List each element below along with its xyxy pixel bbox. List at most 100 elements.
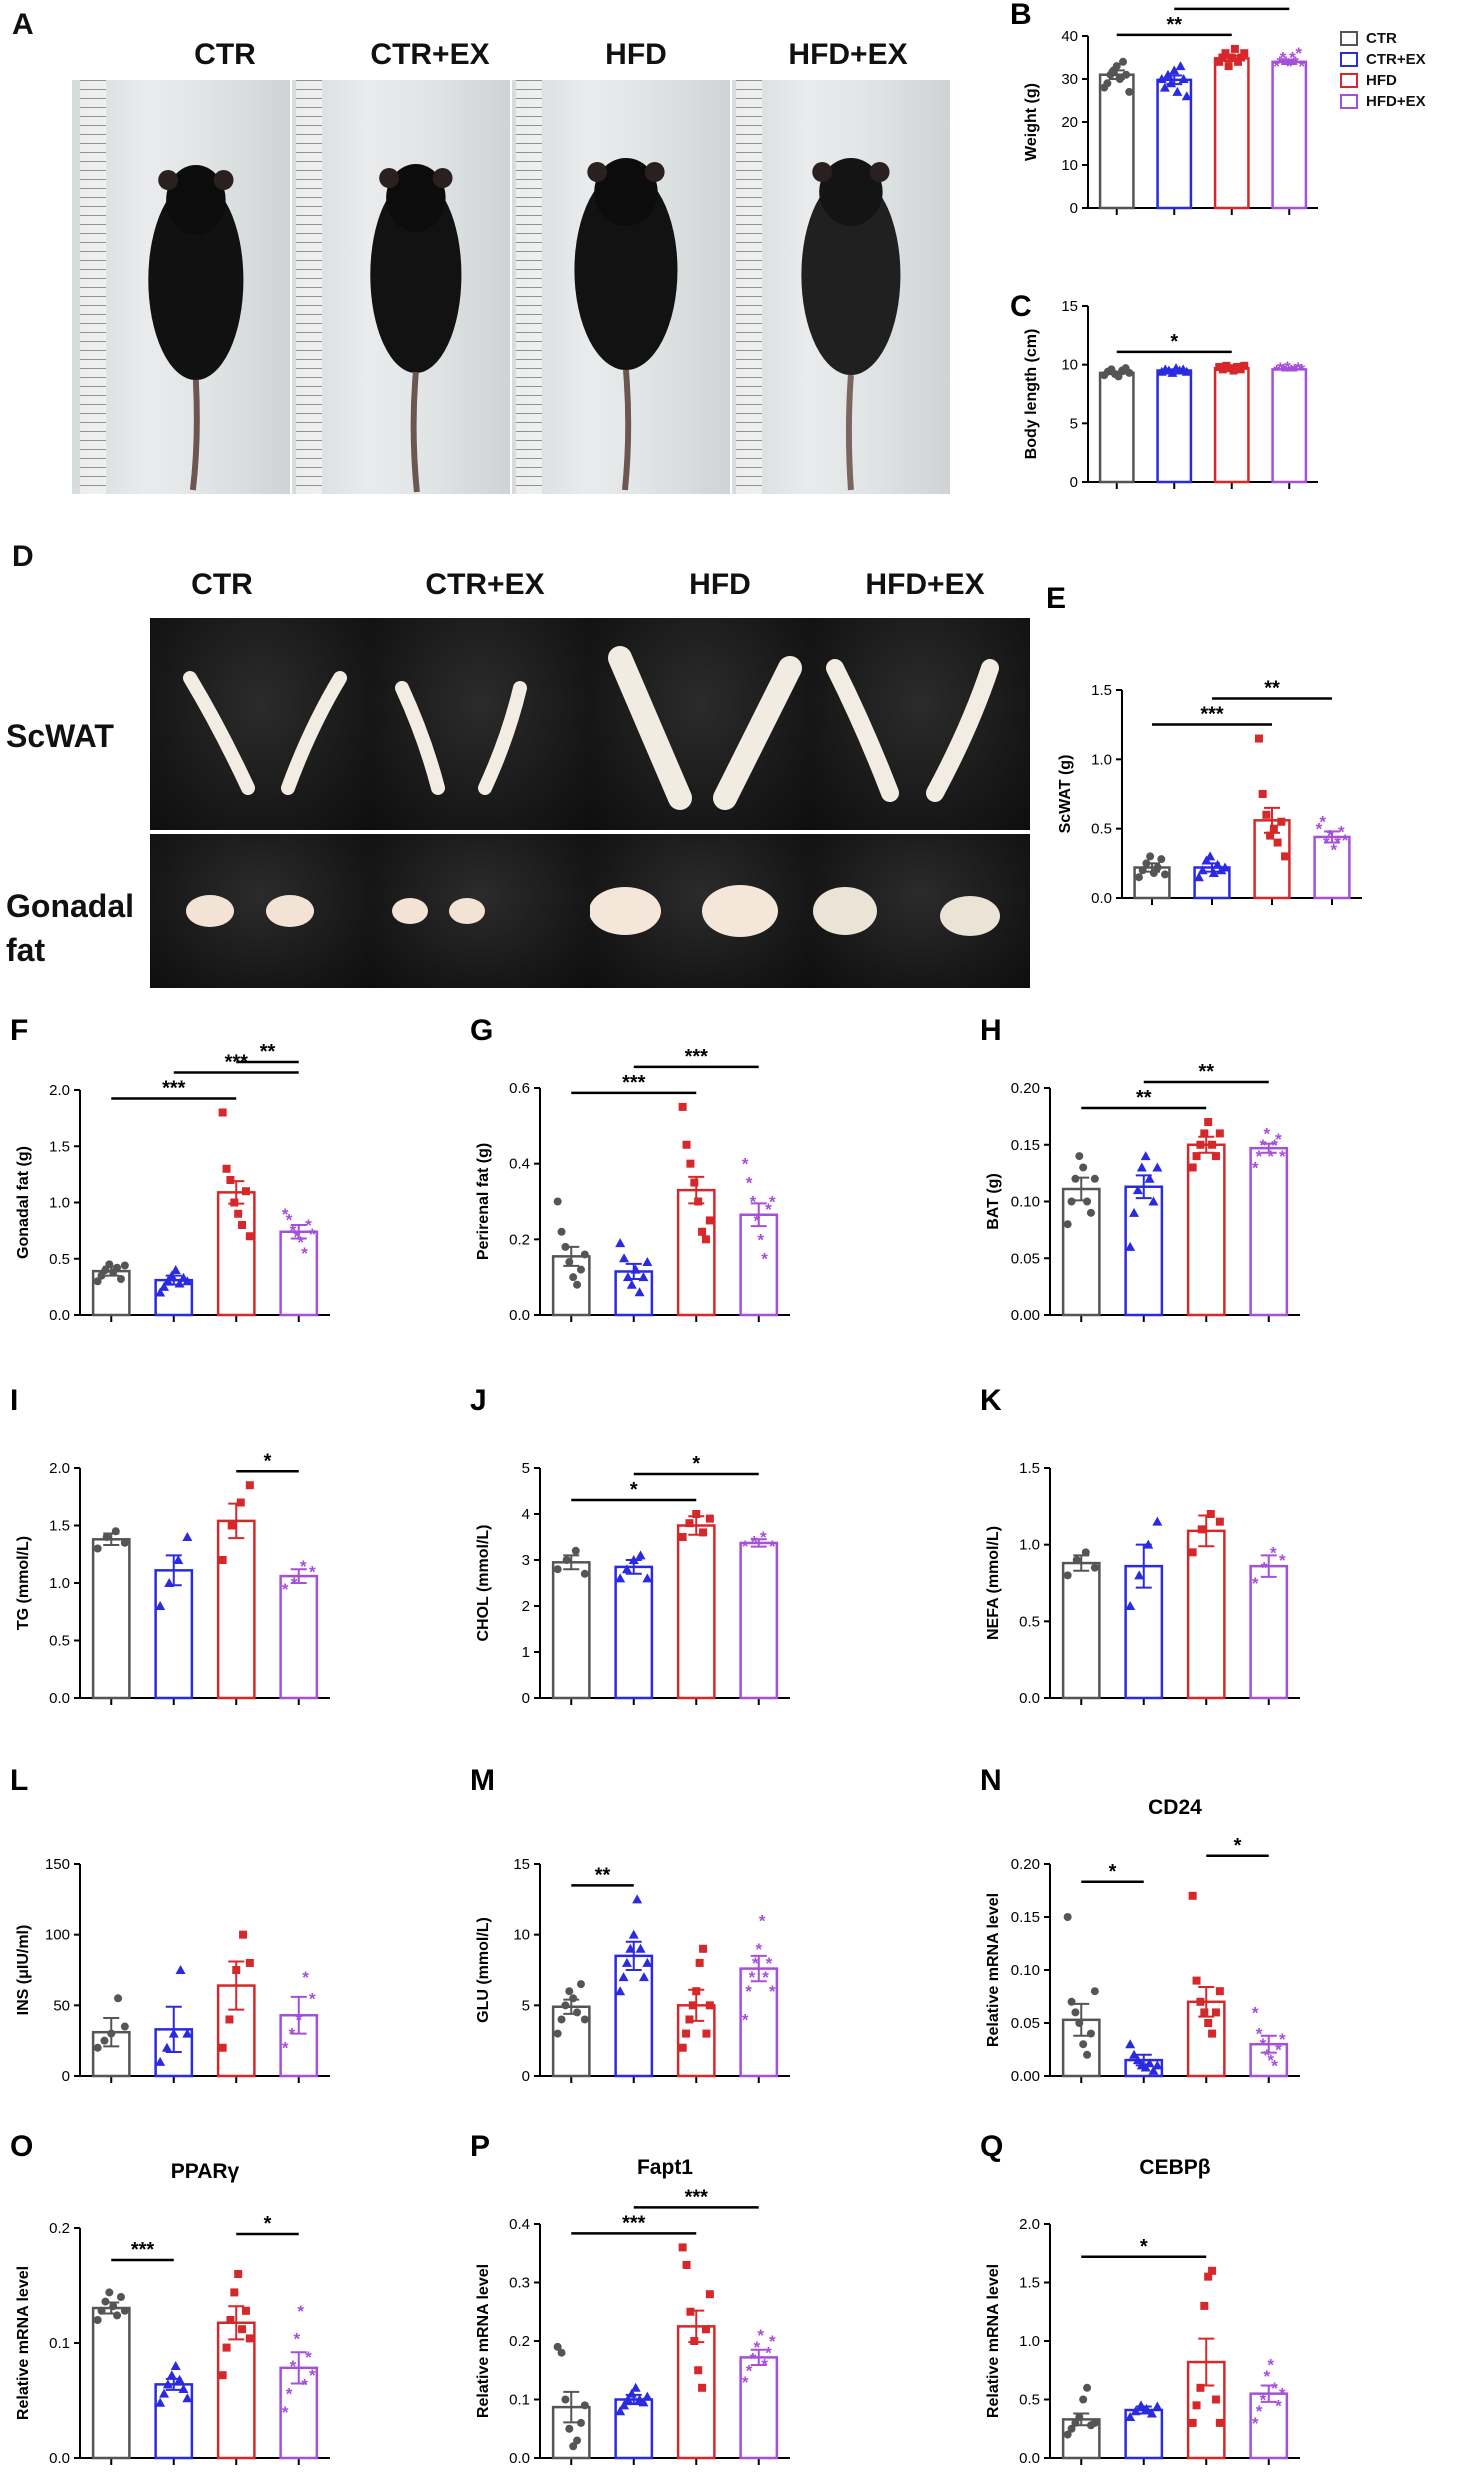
chart-j-point: * [751,1533,758,1552]
chart-o-point [170,2361,181,2370]
chart-h-point: * [1279,1147,1286,1166]
chart-f-point [120,1261,129,1270]
chart-o-point [178,2384,189,2393]
chart-h-point [1144,1173,1155,1183]
chart-n-point: * [1256,2025,1263,2044]
chart-c-panel-letter: C [1010,290,1032,323]
chart-p-point [569,2442,578,2451]
chart-j-point [571,1546,580,1555]
chart-q-point: * [1256,2402,1263,2421]
chart-i-point [93,1544,102,1553]
chart-m-point [557,2015,566,2024]
chart-e-ytick-label: 0.5 [1091,821,1112,838]
chart-g-point: * [757,1230,764,1249]
chart-q-ytick-label: 0.0 [1019,2450,1040,2467]
chart-j-ytick-label: 1 [522,1644,530,1661]
chart-q-point: * [1252,2414,1259,2433]
chart-n-point [1067,1997,1076,2006]
chart-b-bar [1213,57,1250,210]
chart-o-point [245,2334,254,2343]
chart-o-point [105,2288,114,2297]
chart-b-point [1240,49,1249,58]
chart-g-point: * [753,1211,760,1230]
chart-h-point [1140,1151,1151,1161]
chart-m-point [688,2001,697,2010]
chart-b-point [1178,74,1189,83]
chart-n-point [1083,2050,1092,2059]
chart-e-point [1193,872,1204,882]
chart-m-point: * [752,1954,759,1973]
chart-o-ylabel: Relative mRNA level [15,2266,32,2420]
chart-m-sig-label: ** [595,1864,611,1886]
chart-b-point [1156,74,1167,83]
chart-f-point [222,1164,231,1173]
chart-o-point [226,2316,235,2324]
chart-p-point [630,2382,641,2392]
scwat-photo-hfd [590,618,810,830]
chart-b-point [1162,69,1173,79]
chart-l-point [182,2028,193,2038]
chart-o-point [222,2343,231,2352]
chart-f-point [241,1187,250,1196]
legend-label-hfd-ex: HFD+EX [1366,93,1426,110]
chart-e-point [1142,859,1151,868]
chart-f-point [105,1260,114,1269]
chart-q-ytick-label: 0.5 [1019,2392,1040,2409]
chart-k-point: * [1279,1551,1286,1570]
chart-o-point [218,2371,227,2380]
chart-m-point [565,1987,574,1996]
chart-b-point [1169,65,1180,75]
chart-f-point [218,1108,227,1117]
chart-g-panel-letter: G [470,1014,493,1047]
chart-o-point: * [286,2385,293,2404]
chart-e-point: * [1331,840,1338,859]
chart-q-point [1125,2412,1136,2422]
chart-f-point [155,1287,166,1297]
chart-q-ytick-label: 1.5 [1019,2275,1040,2292]
chart-f-ytick-label: 1.0 [49,1195,70,1212]
chart-f-point: * [309,1225,316,1244]
chart-j-ytick-label: 3 [522,1552,530,1569]
chart-i-point [155,1601,166,1610]
chart-f-sig-label: *** [162,1078,186,1100]
chart-p-point [553,2342,562,2351]
chart-p-ylabel: Relative mRNA level [475,2264,492,2418]
chart-g-point [626,1279,637,1289]
chart-j-point [553,1565,562,1574]
chart-o-point [159,2388,170,2398]
chart-p-ytick-label: 0.2 [509,2333,530,2350]
chart-l-point [100,2036,109,2045]
chart-i-point [102,1533,111,1541]
chart-h-ylabel: BAT (g) [985,1173,1002,1230]
chart-q-point [1079,2395,1088,2404]
chart-e-point [1208,868,1219,878]
chart-j-point [685,1519,694,1528]
chart-m-point [625,1943,636,1953]
chart-b-ytick-label: 30 [1061,71,1078,88]
mouse-photos [72,80,952,494]
chart-b-point [1103,79,1112,88]
chart-f-point [170,1265,181,1274]
chart-e-point [1220,862,1231,872]
chart-h-point: * [1256,1147,1263,1166]
chart-n-point: * [1267,2051,1274,2070]
chart-p-point [678,2243,687,2252]
chart-q-point [1146,2408,1157,2418]
chart-e-sig-label: *** [1200,704,1224,726]
chart-o-point [162,2379,173,2389]
chart-p-point [565,2424,574,2433]
chart-e-point: * [1323,834,1330,853]
chart-j-ytick-label: 5 [522,1460,530,1477]
chart-c-ytick-label: 0 [1070,474,1078,491]
chart-i-point [182,1532,193,1541]
chart-m-point [699,1944,708,1953]
chart-m-point: * [769,1982,776,2001]
chart-b-ytick-label: 0 [1070,200,1078,217]
legend-label-hfd: HFD [1366,72,1397,89]
chart-i-ylabel: TG (mmol/L) [15,1536,32,1630]
chart-j-point [642,1573,653,1583]
photo-a-label-ctr: CTR [194,38,256,71]
chart-n-point: * [1263,2046,1270,2065]
